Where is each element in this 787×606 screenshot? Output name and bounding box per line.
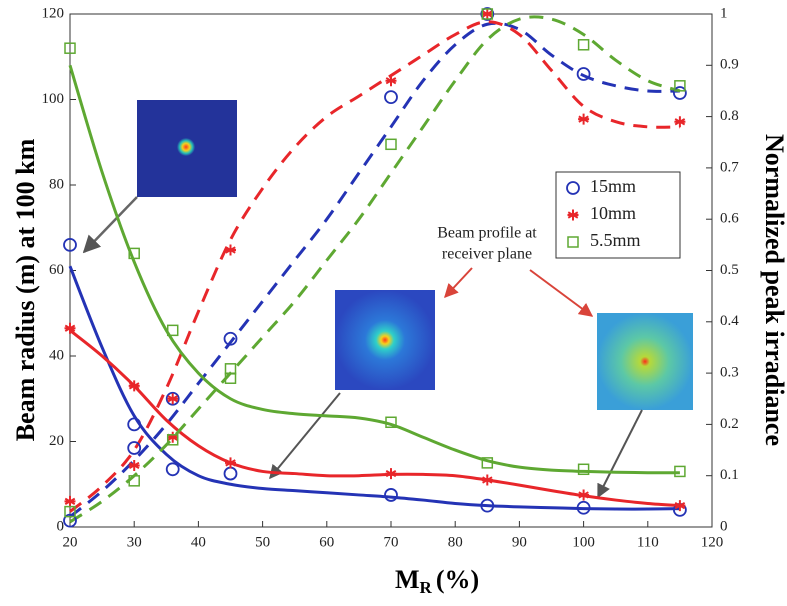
x-tick-label: 40 <box>191 534 206 550</box>
y-axis-label: Beam radius (m) at 100 km <box>11 138 40 441</box>
x-tick-label: 50 <box>255 534 270 550</box>
x-tick-label: 60 <box>319 534 334 550</box>
point <box>65 496 76 507</box>
point <box>578 489 589 500</box>
y2-tick-label: 0.3 <box>720 365 739 381</box>
annotation: receiver plane <box>442 246 532 263</box>
arrow <box>530 270 592 316</box>
y2-axis-label: Normalized peak irradiance <box>760 134 787 446</box>
fit-line-dashed <box>70 23 680 516</box>
y2-tick-label: 0.5 <box>720 262 739 278</box>
point <box>385 91 397 103</box>
x-label-sub: R <box>420 578 433 597</box>
page: {"chart_data":{"type":"line", "xlabel":{… <box>0 0 787 606</box>
point <box>386 139 396 149</box>
point <box>385 489 397 501</box>
y2-tick-label: 1 <box>720 5 728 21</box>
y2-tick-label: 0.9 <box>720 57 739 73</box>
y2-tick-label: 0.1 <box>720 467 739 483</box>
point <box>128 442 140 454</box>
point <box>674 87 686 99</box>
fit-line-dashed <box>70 22 680 512</box>
x-tick-label: 120 <box>701 534 724 550</box>
x-label-main: M <box>395 565 420 594</box>
x-tick-label: 80 <box>448 534 463 550</box>
point <box>674 116 685 127</box>
point <box>129 460 140 471</box>
x-axis-label: MR(%) <box>395 565 479 597</box>
point <box>386 468 397 479</box>
point <box>167 463 179 475</box>
x-tick-label: 90 <box>512 534 527 550</box>
x-tick-label: 100 <box>572 534 595 550</box>
arrow <box>598 410 642 497</box>
y2-tick-label: 0 <box>720 518 728 534</box>
y2-tick-label: 0.2 <box>720 416 739 432</box>
y2-tick-label: 0.8 <box>720 108 739 124</box>
y2-tick-label: 0.4 <box>720 313 739 329</box>
inset-10mm <box>335 290 435 390</box>
chart: Beam profile at receiver plane Beam radi… <box>0 0 787 606</box>
y-tick-label: 20 <box>49 433 64 449</box>
x-tick-label: 110 <box>637 534 659 550</box>
fit-line-dashed <box>70 17 680 522</box>
point <box>578 114 589 125</box>
x-tick-label: 20 <box>63 534 78 550</box>
y-tick-label: 100 <box>42 91 65 107</box>
point <box>225 244 236 255</box>
point <box>386 75 397 86</box>
x-label-unit: (%) <box>436 565 479 594</box>
legend-label: 5.5mm <box>590 230 641 250</box>
arrow <box>270 393 340 478</box>
y-tick-label: 120 <box>42 5 65 21</box>
inset-5mm <box>597 313 693 410</box>
legend-label: 10mm <box>590 203 636 223</box>
x-tick-label: 30 <box>127 534 142 550</box>
point <box>482 474 493 485</box>
y-tick-label: 40 <box>49 347 64 363</box>
arrow <box>84 197 137 252</box>
x-tick-label: 70 <box>384 534 399 550</box>
legend-label: 15mm <box>590 176 636 196</box>
arrow <box>445 268 472 297</box>
point <box>225 457 236 468</box>
y-tick-label: 80 <box>49 176 64 192</box>
y2-tick-label: 0.7 <box>720 159 739 175</box>
y-tick-label: 60 <box>49 262 64 278</box>
y2-tick-label: 0.6 <box>720 211 739 227</box>
point <box>579 40 589 50</box>
annotation: Beam profile at <box>437 225 537 242</box>
y-tick-label: 0 <box>57 518 65 534</box>
point <box>225 468 237 480</box>
inset-spot <box>177 138 195 156</box>
